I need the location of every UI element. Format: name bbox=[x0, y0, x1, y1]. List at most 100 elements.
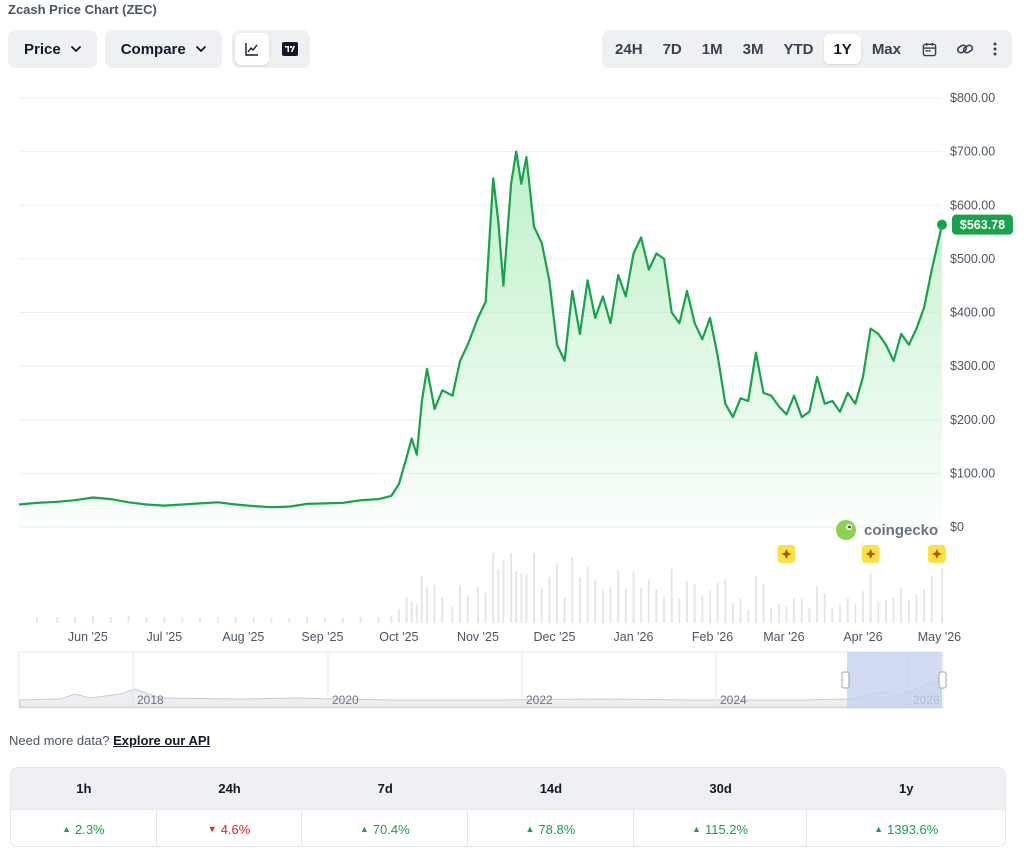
watermark-text: coingecko bbox=[864, 522, 938, 539]
header-1y: 1y bbox=[898, 781, 914, 796]
x-tick-label: Dec '25 bbox=[533, 630, 575, 644]
volume-bar bbox=[686, 581, 689, 623]
y-tick-label: $400.00 bbox=[950, 306, 995, 320]
price-dropdown[interactable]: Price bbox=[8, 30, 97, 68]
value-30d: ▲ 115.2% bbox=[634, 810, 808, 846]
volume-bar bbox=[701, 595, 704, 623]
volume-bar bbox=[747, 608, 750, 623]
volume-bar bbox=[555, 564, 558, 623]
volume-bar bbox=[533, 553, 536, 623]
navigator-selection[interactable] bbox=[847, 652, 942, 708]
volume-bar bbox=[515, 571, 518, 623]
more-options-button[interactable] bbox=[984, 34, 1006, 64]
volume-bar bbox=[808, 607, 811, 623]
volume-bar bbox=[941, 568, 943, 623]
event-badge-icon[interactable] bbox=[861, 545, 880, 563]
volume-bar bbox=[540, 588, 543, 623]
volume-bar bbox=[624, 588, 627, 623]
volume-bar bbox=[877, 602, 880, 623]
volume-bar bbox=[884, 599, 887, 623]
performance-header-row: 1h 24h 7d 14d 30d 1y bbox=[11, 768, 1005, 809]
range-toolbar: 24H 7D 1M 3M YTD 1Y Max bbox=[602, 30, 1012, 68]
navigator[interactable]: 20182020202220242026 bbox=[18, 651, 947, 709]
header-7d: 7d bbox=[377, 781, 393, 796]
volume-bar bbox=[109, 616, 112, 623]
line-chart-icon bbox=[245, 43, 258, 56]
volume-bar bbox=[647, 579, 650, 623]
chart-toolbar-left: Price Compare bbox=[8, 30, 310, 68]
navigator-handle-right[interactable] bbox=[938, 671, 947, 689]
volume-bar bbox=[35, 617, 38, 623]
line-chart-button[interactable] bbox=[234, 33, 269, 65]
price-area bbox=[19, 151, 942, 527]
volume-bar bbox=[163, 617, 166, 623]
volume-bar bbox=[923, 589, 926, 623]
navigator-handle-left[interactable] bbox=[841, 671, 850, 689]
up-arrow-icon: ▲ bbox=[62, 824, 71, 834]
range-3m-button[interactable]: 3M bbox=[742, 40, 764, 58]
volume-bar bbox=[377, 617, 380, 623]
volume-bar bbox=[716, 582, 719, 623]
volume-bar bbox=[216, 617, 219, 623]
x-axis: Jun '25 Jul '25 Aug '25 Sep '25 Oct '25 Nov '… bbox=[68, 630, 961, 644]
range-max-button[interactable]: Max bbox=[871, 40, 901, 58]
compare-dropdown[interactable]: Compare bbox=[104, 30, 222, 68]
event-badge-icon[interactable] bbox=[777, 545, 796, 563]
x-tick-label: Jun '25 bbox=[68, 630, 108, 644]
volume-bar bbox=[777, 604, 780, 623]
volume-bar bbox=[425, 587, 428, 623]
range-ytd-button[interactable]: YTD bbox=[783, 40, 814, 58]
y-tick-label: $800.00 bbox=[950, 91, 995, 105]
volume-bar bbox=[74, 616, 77, 623]
api-prompt: Need more data? bbox=[9, 733, 110, 748]
share-link-button[interactable] bbox=[948, 34, 982, 64]
volume-bar bbox=[548, 577, 551, 623]
chevron-down-icon bbox=[70, 46, 81, 52]
volume-bar bbox=[663, 596, 666, 623]
price-chart[interactable]: $800.00 $700.00 $600.00 $500.00 $400.00 $300.… bbox=[0, 80, 1024, 715]
range-1m-button[interactable]: 1M bbox=[701, 40, 723, 58]
date-range-button[interactable] bbox=[912, 34, 946, 64]
volume-bar bbox=[441, 597, 444, 623]
volume-bar bbox=[510, 553, 513, 623]
header-24h: 24h bbox=[218, 781, 241, 796]
volume-bar bbox=[520, 573, 523, 623]
link-icon bbox=[956, 44, 974, 54]
volume-bar bbox=[306, 616, 309, 623]
volume-bar bbox=[497, 569, 500, 623]
more-vertical-icon bbox=[993, 42, 997, 56]
up-arrow-icon: ▲ bbox=[359, 824, 369, 834]
range-1y-button[interactable]: 1Y bbox=[824, 34, 861, 64]
volume-bar bbox=[390, 615, 393, 623]
volume-bar bbox=[754, 575, 757, 623]
range-24h-button[interactable]: 24H bbox=[615, 40, 643, 58]
volume-bar bbox=[563, 597, 566, 623]
volume-bar bbox=[823, 593, 826, 623]
header-1h: 1h bbox=[76, 781, 92, 796]
header-14d: 14d bbox=[539, 781, 563, 796]
value-7d: ▲ 70.4% bbox=[302, 810, 469, 846]
explore-api-link[interactable]: Explore our API bbox=[113, 733, 211, 748]
volume-bar bbox=[640, 587, 643, 623]
x-tick-label: May '26 bbox=[918, 630, 961, 644]
volume-bar bbox=[617, 569, 620, 623]
x-tick-label: Oct '25 bbox=[379, 630, 418, 644]
x-tick-label: Apr '26 bbox=[843, 630, 882, 644]
y-axis: $800.00 $700.00 $600.00 $500.00 $400.00 $300.… bbox=[950, 91, 995, 534]
volume-bar bbox=[145, 616, 148, 623]
volume-bar bbox=[670, 569, 673, 623]
y-tick-label: $200.00 bbox=[950, 413, 995, 427]
volume-bar bbox=[869, 573, 872, 623]
volume-bar bbox=[846, 597, 849, 623]
volume-bar bbox=[785, 606, 788, 623]
range-7d-button[interactable]: 7D bbox=[662, 40, 682, 58]
volume-bar bbox=[609, 587, 612, 623]
event-badges bbox=[777, 545, 946, 563]
volume-bar bbox=[793, 597, 796, 623]
tradingview-button[interactable] bbox=[273, 33, 307, 65]
x-tick-label: Jan '26 bbox=[614, 630, 654, 644]
y-tick-label: $300.00 bbox=[950, 359, 995, 373]
volume-bar bbox=[451, 606, 454, 623]
navigator-tick-label: 2018 bbox=[137, 693, 164, 707]
event-badge-icon[interactable] bbox=[927, 545, 946, 563]
